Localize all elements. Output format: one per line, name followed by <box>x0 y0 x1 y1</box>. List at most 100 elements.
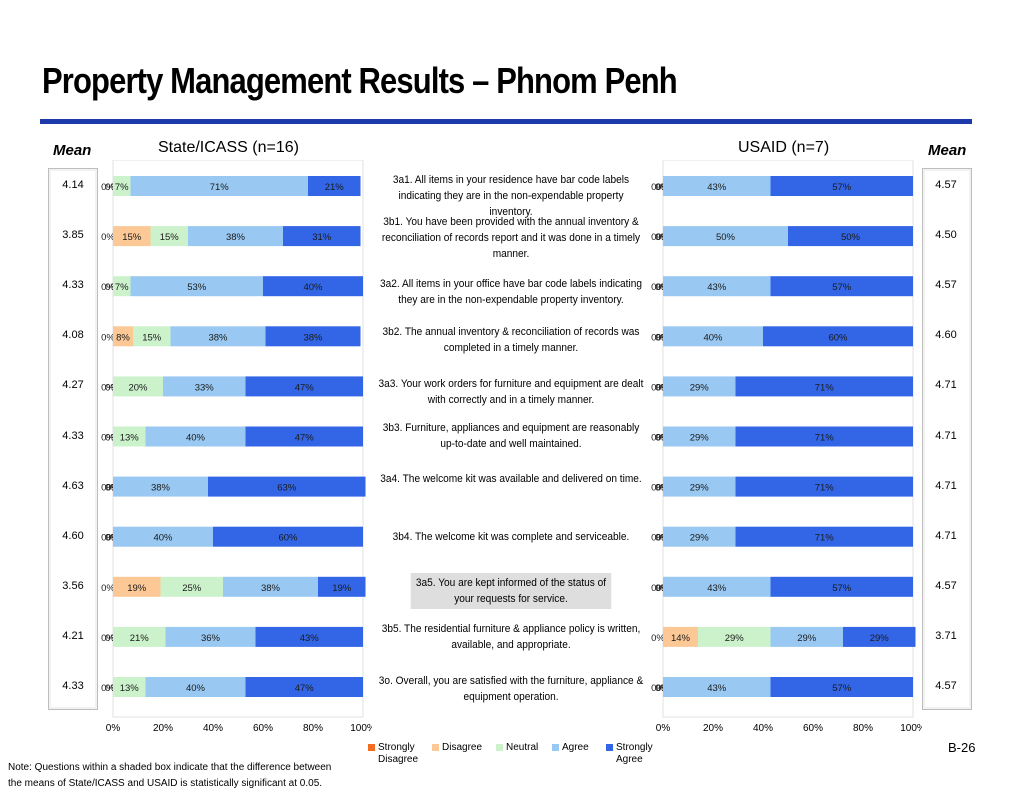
right-bar-row9-agree <box>663 576 771 597</box>
left-label-row6-neutral: 13% <box>120 433 140 444</box>
left-label-row3-strongly_disagree: 0% <box>101 282 115 293</box>
right-mean-value: 4.60 <box>935 329 957 342</box>
right-label-row4-disagree: 0% <box>655 332 669 343</box>
left-mean-header: Mean <box>53 142 92 159</box>
left-bar-row9-disagree <box>113 576 161 597</box>
left-x-tick-label: 100% <box>350 723 372 734</box>
state-icass-chart: 0%0%7% 71% 21%0% 15% 15% 38% 31%0%0%7% 53% 40%0%… <box>101 160 372 734</box>
left-label-row9-neutral: 25% <box>182 583 202 594</box>
right-label-row2-strongly_disagree: 0% <box>651 232 665 243</box>
legend-item-strongly-agree: Strongly Agree <box>606 742 656 766</box>
right-mean-value: 4.71 <box>935 479 957 492</box>
left-mean-value: 4.33 <box>62 680 84 692</box>
left-mean-value: 4.33 <box>62 429 84 442</box>
left-bar-row5-agree <box>163 376 246 397</box>
question-text: 3a4. The welcome kit was available and d… <box>380 473 642 485</box>
right-mean-value: 4.71 <box>935 429 957 442</box>
right-label-row3-strongly_disagree: 0% <box>651 282 665 293</box>
right-label-row3-agree: 43% <box>707 282 727 293</box>
right-bar-row6-strongly_agree <box>735 426 913 447</box>
right-bar-row4-strongly_agree <box>763 326 913 347</box>
right-label-row3-disagree: 0% <box>655 282 669 293</box>
right-bar-row2-agree <box>663 226 788 247</box>
right-label-row6-disagree: 0% <box>655 433 669 444</box>
left-bar-row9-neutral <box>160 576 223 597</box>
right-label-row8-strongly_disagree: 0% <box>651 533 665 544</box>
legend-label: Disagree <box>442 742 483 753</box>
right-label-row10-agree: 29% <box>797 633 817 644</box>
left-mean-value: 4.33 <box>62 279 84 292</box>
left-label-row5-strongly_disagree: 0% <box>101 382 115 393</box>
right-mean-value: 4.57 <box>935 680 957 692</box>
right-label-row10-strongly_agree: 29% <box>870 633 890 644</box>
left-x-tick-label: 0% <box>106 723 121 734</box>
left-bar-row5-strongly_agree <box>245 376 363 397</box>
right-bar-row10-disagree <box>663 626 698 647</box>
right-bar-row5-strongly_agree <box>735 376 913 397</box>
left-label-row2-neutral: 15% <box>160 232 180 243</box>
right-label-row9-disagree: 0% <box>655 583 669 594</box>
right-bar-row1-agree <box>663 176 771 196</box>
right-label-row2-strongly_agree: 50% <box>841 232 861 243</box>
page-number: B-26 <box>948 740 976 755</box>
right-x-tick-label: 80% <box>853 723 873 734</box>
left-bar-row2-disagree <box>113 226 151 247</box>
legend-swatch <box>606 744 613 751</box>
legend-swatch <box>432 744 439 751</box>
right-label-row6-strongly_disagree: 0% <box>651 433 665 444</box>
significance-note: Note: Questions within a shaded box indi… <box>8 762 332 789</box>
left-label-row7-strongly_disagree: 0% <box>101 483 115 494</box>
left-bar-row4-agree <box>170 326 266 347</box>
legend-item-disagree: Disagree <box>432 742 492 754</box>
left-label-row2-strongly_disagree: 0% <box>101 232 115 243</box>
left-bar-row10-strongly_agree <box>255 626 363 647</box>
legend-swatch <box>496 744 503 751</box>
left-bar-row1-strongly_agree <box>308 176 361 196</box>
legend-item-agree: Agree <box>552 742 600 754</box>
right-label-row5-agree: 29% <box>690 382 710 393</box>
right-mean-value: 4.71 <box>935 379 957 392</box>
left-label-row6-strongly_agree: 47% <box>295 433 315 444</box>
left-bar-row9-strongly_agree <box>318 576 366 597</box>
right-mean-header: Mean <box>928 142 967 159</box>
left-mean-value: 4.08 <box>62 329 84 342</box>
left-label-row4-neutral: 15% <box>142 332 162 343</box>
question-text: 3o. Overall, you are satisfied with the … <box>378 675 644 703</box>
left-label-row10-strongly_disagree: 0% <box>101 633 115 644</box>
left-label-row1-strongly_agree: 21% <box>325 182 345 193</box>
right-mean-value: 4.57 <box>935 579 957 592</box>
right-mean-value: 4.57 <box>935 179 957 191</box>
question-text: 3b2. The annual inventory & reconciliati… <box>382 326 640 354</box>
left-bar-row6-strongly_agree <box>245 426 363 447</box>
right-label-row1-disagree: 0% <box>655 182 669 193</box>
left-label-row4-agree: 38% <box>208 332 228 343</box>
left-label-row7-disagree: 0% <box>105 483 119 494</box>
left-label-row3-disagree: 0% <box>105 282 119 293</box>
right-label-row9-strongly_agree: 57% <box>832 583 852 594</box>
left-label-row11-disagree: 0% <box>105 683 119 694</box>
left-label-row11-agree: 40% <box>186 683 206 694</box>
left-label-row5-strongly_agree: 47% <box>295 382 315 393</box>
left-x-tick-label: 20% <box>153 723 173 734</box>
left-label-row10-neutral: 21% <box>130 633 150 644</box>
right-x-tick-label: 20% <box>703 723 723 734</box>
left-bar-row2-strongly_agree <box>283 226 361 247</box>
right-bar-row10-strongly_agree <box>843 626 916 647</box>
right-label-row7-strongly_disagree: 0% <box>651 483 665 494</box>
left-label-row1-strongly_disagree: 0% <box>101 182 115 193</box>
right-label-row9-agree: 43% <box>707 583 727 594</box>
left-label-row2-strongly_agree: 31% <box>312 232 332 243</box>
right-x-tick-label: 40% <box>753 723 773 734</box>
right-label-row8-disagree: 0% <box>655 533 669 544</box>
question-text: 3b4. The welcome kit was complete and se… <box>392 531 630 543</box>
left-label-row8-strongly_agree: 60% <box>278 533 298 544</box>
right-label-row7-strongly_agree: 71% <box>815 483 835 494</box>
right-mean-value: 4.71 <box>935 529 957 542</box>
right-bar-row3-agree <box>663 276 771 297</box>
left-label-row10-disagree: 0% <box>105 633 119 644</box>
left-bar-row3-agree <box>130 276 263 297</box>
right-bar-row11-strongly_agree <box>770 677 913 697</box>
right-label-row11-disagree: 0% <box>655 683 669 694</box>
left-bar-row11-neutral <box>113 677 146 697</box>
right-mean-value: 3.71 <box>935 629 957 642</box>
